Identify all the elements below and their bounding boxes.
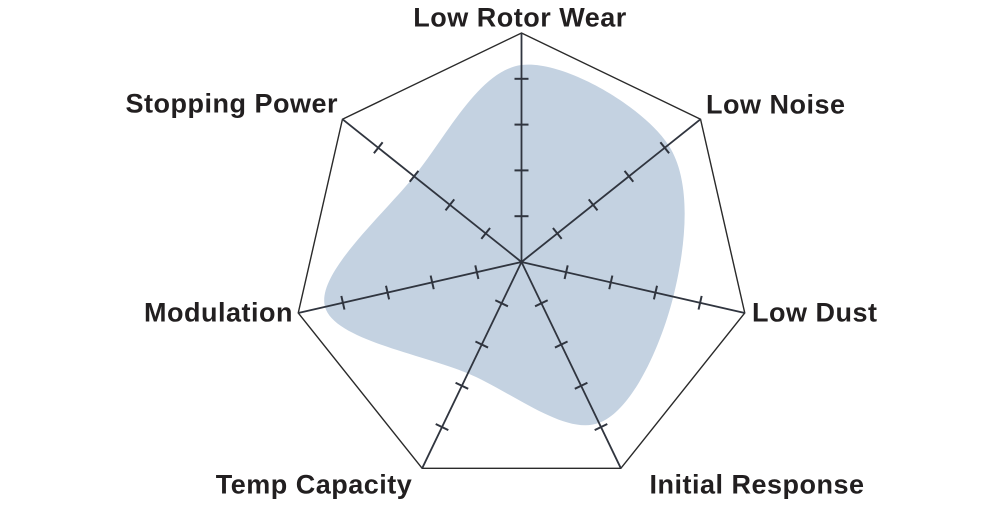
- axis-line: [520, 261, 622, 469]
- axis-label-low-rotor-wear: Low Rotor Wear: [413, 2, 627, 33]
- axis-label-modulation: Modulation: [144, 297, 293, 328]
- axis-tick: [429, 275, 435, 290]
- axis-line: [520, 118, 702, 263]
- axis-tick: [534, 299, 549, 308]
- axis-tick: [455, 381, 469, 390]
- axis-tick: [474, 265, 480, 280]
- axis-tick: [563, 265, 569, 280]
- axis-line: [341, 118, 523, 263]
- axis-line: [421, 261, 523, 469]
- axis-tick: [608, 275, 614, 290]
- axis-label-temp-capacity: Temp Capacity: [215, 469, 413, 500]
- axis-tick: [340, 295, 346, 310]
- axis-tick: [594, 423, 608, 431]
- axis-label-initial-response: Initial Response: [649, 469, 865, 500]
- axis-tick: [385, 285, 391, 300]
- axis-line: [521, 261, 745, 314]
- axis-tick: [480, 227, 491, 240]
- axis-tick: [494, 299, 509, 308]
- axis-tick: [444, 198, 456, 211]
- axis-tick: [652, 285, 658, 300]
- axis-tick: [574, 381, 588, 390]
- axis-tick: [435, 423, 449, 431]
- axis-tick: [373, 141, 384, 154]
- axis-label-stopping-power: Stopping Power: [125, 88, 338, 119]
- axis-tick: [475, 340, 489, 349]
- grid-outline: [297, 32, 746, 470]
- axis-label-low-dust: Low Dust: [752, 297, 878, 328]
- series-fill-area: [324, 64, 685, 426]
- axis-tick: [623, 170, 635, 183]
- axis-tick: [587, 198, 599, 211]
- axis-label-low-noise: Low Noise: [706, 89, 846, 120]
- axis-tick: [554, 340, 568, 349]
- axis-tick: [659, 141, 670, 154]
- axis-tick: [552, 227, 563, 240]
- axis-line: [298, 261, 522, 314]
- axis-tick: [697, 295, 703, 310]
- axis-tick: [408, 170, 420, 183]
